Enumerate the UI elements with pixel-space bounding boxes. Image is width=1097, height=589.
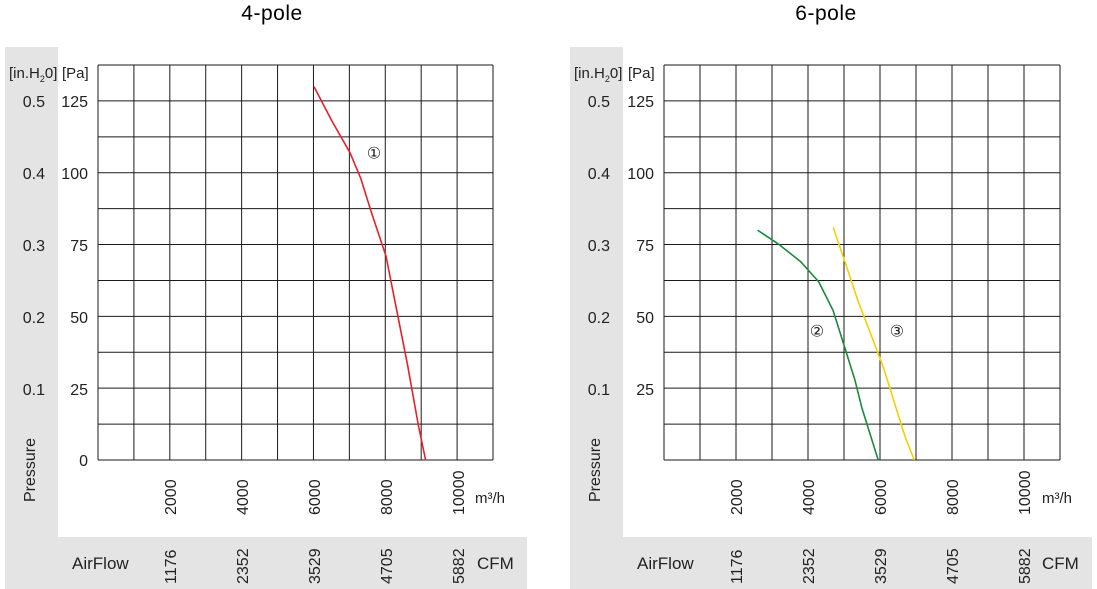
x-unit: m³/h <box>1042 490 1072 507</box>
series-marker-label: ③ <box>890 324 904 341</box>
y-tick-alt-label: 0.4 <box>588 166 610 183</box>
chart-title: 4-pole <box>241 2 302 25</box>
grid <box>97 64 494 461</box>
y-tick-alt-label: 0.5 <box>23 94 45 111</box>
y-tick-label: 25 <box>636 382 654 399</box>
x-tick-alt-label: 2352 <box>235 548 252 584</box>
x-tick-label: 4000 <box>801 479 818 515</box>
x-tick-alt-label: 3529 <box>873 548 890 584</box>
x-unit: m³/h <box>475 490 505 507</box>
x-tick-alt-label: 5882 <box>1017 548 1034 584</box>
x-tick-label: 2000 <box>163 479 180 515</box>
y-unit-inh2o: [in.H20] <box>574 65 622 84</box>
y-tick-label: 75 <box>70 238 88 255</box>
x-tick-alt-label: 5882 <box>451 548 468 584</box>
y-unit-pa: [Pa] <box>628 65 655 82</box>
chart-title: 6-pole <box>795 2 856 25</box>
y-tick-alt-label: 0.2 <box>23 310 45 327</box>
series-line <box>757 229 879 461</box>
grid <box>663 64 1061 461</box>
x-tick-label: 2000 <box>729 479 746 515</box>
y-axis-band <box>570 47 623 537</box>
series-marker-label: ② <box>810 324 824 341</box>
cfm-band <box>623 537 1092 589</box>
cfm-band-corner <box>570 537 623 589</box>
x-tick-label: 8000 <box>379 479 396 515</box>
x-tick-label: 6000 <box>873 479 890 515</box>
y-tick-label: 100 <box>627 166 654 183</box>
y-unit-pa: [Pa] <box>62 65 89 82</box>
y-tick-label: 125 <box>627 94 654 111</box>
x-axis-label: AirFlow <box>72 554 129 573</box>
chart-4pole: 4-pole [Pa] [in.H20] 0 25 50 75 100 125 0.1 0.2 0.3… <box>5 2 527 589</box>
x-tick-alt-label: 3529 <box>307 548 324 584</box>
y-axis-band <box>5 47 58 537</box>
x-tick-alt-label: 4705 <box>379 548 396 584</box>
y-tick-label: 50 <box>636 310 654 327</box>
x-unit-alt: CFM <box>477 554 514 573</box>
y-tick-alt-label: 0.1 <box>23 382 45 399</box>
y-axis-label: Pressure <box>22 438 39 502</box>
y-tick-alt-label: 0.3 <box>588 238 610 255</box>
y-tick-label: 50 <box>70 310 88 327</box>
x-unit-alt: CFM <box>1042 554 1079 573</box>
y-tick-alt-label: 0.4 <box>23 166 45 183</box>
y-tick-label: 75 <box>636 238 654 255</box>
y-tick-label: 25 <box>70 382 88 399</box>
x-axis-label: AirFlow <box>637 554 694 573</box>
x-tick-label: 10000 <box>1017 470 1034 515</box>
x-tick-label: 6000 <box>307 479 324 515</box>
y-tick-label: 100 <box>61 166 88 183</box>
chart-6pole: 6-pole [Pa] [in.H20] 25 50 75 100 125 0.1 0.2 0.3 0… <box>570 2 1092 589</box>
y-tick-alt-label: 0.2 <box>588 310 610 327</box>
y-tick-label: 0 <box>79 453 88 470</box>
x-tick-alt-label: 4705 <box>945 548 962 584</box>
cfm-band <box>58 537 527 589</box>
series-marker-label: ① <box>367 145 381 162</box>
cfm-band-corner <box>5 537 58 589</box>
y-unit-inh2o: [in.H20] <box>9 65 57 84</box>
x-tick-alt-label: 1176 <box>163 549 180 584</box>
series-line <box>313 86 427 461</box>
x-tick-label: 8000 <box>945 479 962 515</box>
y-tick-label: 125 <box>61 94 88 111</box>
y-tick-alt-label: 0.3 <box>23 238 45 255</box>
series-line <box>832 227 915 461</box>
x-tick-alt-label: 2352 <box>801 548 818 584</box>
x-tick-label: 4000 <box>235 479 252 515</box>
y-axis-label: Pressure <box>587 438 604 502</box>
x-tick-alt-label: 1176 <box>729 549 746 584</box>
y-tick-alt-label: 0.5 <box>588 94 610 111</box>
y-tick-alt-label: 0.1 <box>588 382 610 399</box>
x-tick-label: 10000 <box>451 470 468 515</box>
